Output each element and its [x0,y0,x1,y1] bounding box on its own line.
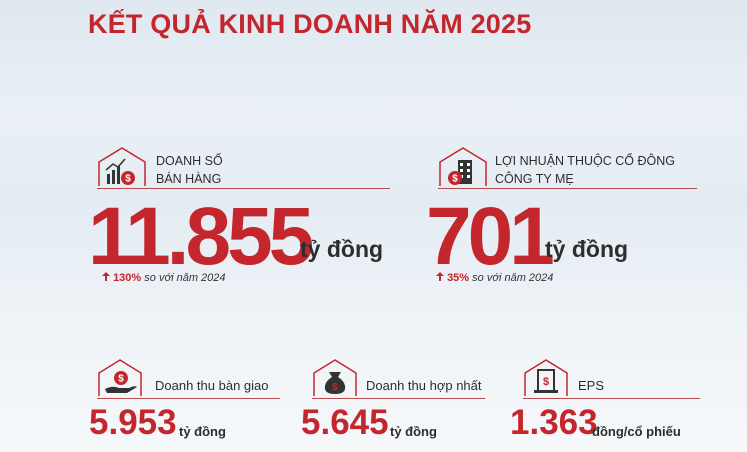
svg-text:$: $ [543,376,549,388]
metric-unit: tỷ đồng [179,424,226,439]
change-row: 130% so với năm 2024 [102,272,226,284]
up-arrow [436,272,444,281]
metric-label: EPS [578,378,605,393]
metric-value: 5.645 [301,403,389,442]
profit-icon: $ [439,147,487,186]
title: KẾT QUẢ KINH DOANH NĂM 2025 [88,9,532,39]
svg-text:$: $ [332,382,338,393]
metric-unit: tỷ đồng [390,424,437,439]
change-value: 35% [447,272,470,284]
eps-icon: $ [524,359,568,396]
highlight-label: LỢI NHUẬN THUỘC CỔ ĐÔNG [495,154,675,168]
divider [523,398,700,399]
up-arrow [102,272,110,281]
handover-icon: $ [98,359,142,396]
svg-text:$: $ [125,174,131,185]
sales-icon: $ [98,147,146,186]
change-row: 35% so với năm 2024 [436,272,553,284]
highlight-label: CÔNG TY MẸ [495,172,574,186]
change-value: 130% [113,272,142,284]
divider [97,188,390,189]
metric-value: 1.363 [510,403,598,442]
revenue-icon: $ [313,359,357,396]
highlight-value: 701 [426,191,555,282]
metric-label: Doanh thu bàn giao [155,378,269,393]
highlight-label: DOANH SỐ [156,154,223,168]
svg-text:$: $ [118,374,124,385]
highlight-label: BÁN HÀNG [156,172,222,186]
divider [312,398,485,399]
change-note: so với năm 2024 [144,272,226,284]
highlight-value: 11.855 [88,191,314,282]
divider [97,398,280,399]
metric-unit: đồng/cổ phiếu [592,424,681,439]
divider [438,188,697,189]
change-note: so với năm 2024 [472,272,554,284]
highlight-unit: tỷ đồng [300,236,384,262]
metric-value: 5.953 [89,403,177,442]
highlight-unit: tỷ đồng [545,236,629,262]
svg-text:$: $ [452,174,458,185]
metric-label: Doanh thu hợp nhất [366,378,482,393]
